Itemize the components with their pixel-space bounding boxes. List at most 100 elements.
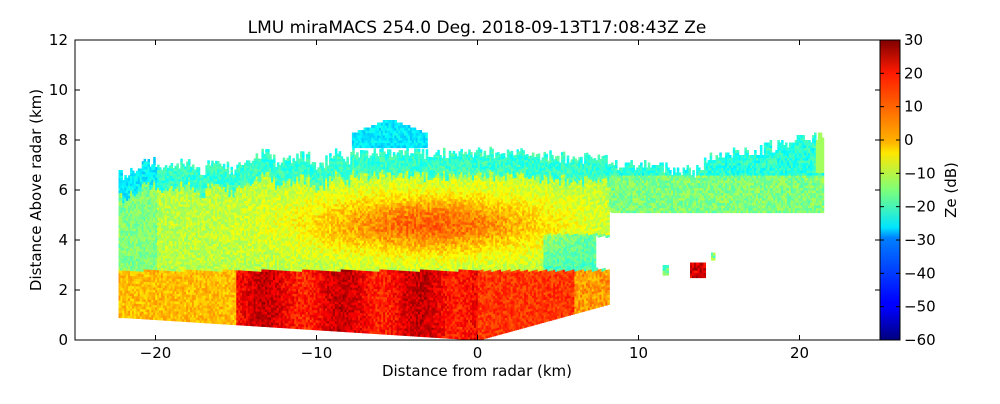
field-cell bbox=[135, 268, 139, 272]
field-cell bbox=[168, 257, 172, 261]
field-cell bbox=[220, 191, 224, 195]
field-cell bbox=[135, 258, 139, 262]
field-cell bbox=[122, 232, 125, 236]
field-cell bbox=[153, 314, 156, 318]
field-cell bbox=[170, 183, 174, 187]
field-cell bbox=[137, 305, 141, 309]
field-cell bbox=[184, 203, 187, 207]
field-cell bbox=[122, 220, 125, 224]
field-cell bbox=[238, 232, 241, 236]
field-cell bbox=[166, 277, 170, 281]
field-cell bbox=[153, 191, 156, 195]
field-cell bbox=[182, 238, 185, 242]
field-cell bbox=[186, 169, 189, 173]
field-cell bbox=[259, 216, 263, 220]
field-cell bbox=[184, 318, 187, 322]
field-cell bbox=[220, 296, 224, 300]
field-cell bbox=[161, 224, 164, 228]
field-cell bbox=[145, 181, 149, 185]
field-cell bbox=[205, 285, 208, 289]
field-cell bbox=[251, 288, 255, 292]
field-cell bbox=[188, 221, 191, 225]
field-cell bbox=[137, 210, 141, 214]
field-cell bbox=[247, 200, 251, 204]
field-cell bbox=[190, 239, 193, 243]
field-cell bbox=[253, 240, 257, 244]
field-cell bbox=[126, 240, 129, 244]
field-cell bbox=[190, 271, 193, 275]
field-cell bbox=[263, 321, 266, 325]
field-cell bbox=[236, 227, 239, 231]
field-cell bbox=[222, 253, 226, 257]
field-cell bbox=[130, 275, 133, 279]
field-cell bbox=[236, 224, 239, 228]
field-cell bbox=[184, 283, 187, 287]
field-cell bbox=[157, 307, 160, 311]
field-cell bbox=[126, 195, 129, 199]
field-cell bbox=[122, 265, 125, 269]
field-cell bbox=[178, 271, 181, 275]
field-cell bbox=[253, 230, 257, 234]
field-cell bbox=[135, 263, 139, 267]
field-cell bbox=[244, 217, 247, 221]
field-cell bbox=[126, 225, 129, 229]
field-cell bbox=[228, 201, 232, 205]
field-cell bbox=[259, 261, 263, 265]
field-cell bbox=[155, 284, 158, 288]
field-cell bbox=[263, 243, 266, 247]
field-cell bbox=[137, 193, 141, 197]
field-cell bbox=[230, 211, 234, 215]
field-cell bbox=[259, 173, 263, 177]
field-cell bbox=[141, 226, 145, 230]
field-cell bbox=[149, 301, 152, 305]
field-cell bbox=[166, 182, 170, 186]
field-cell bbox=[205, 310, 208, 314]
field-cell bbox=[238, 204, 241, 208]
field-cell bbox=[193, 242, 197, 246]
field-cell bbox=[145, 291, 149, 295]
field-cell bbox=[207, 192, 210, 196]
field-cell bbox=[190, 244, 193, 248]
field-cell bbox=[161, 309, 164, 313]
field-cell bbox=[234, 169, 237, 173]
field-cell bbox=[244, 162, 247, 166]
field-cell bbox=[226, 319, 230, 323]
field-cell bbox=[178, 258, 181, 262]
field-cell bbox=[172, 290, 176, 294]
field-cell bbox=[182, 178, 185, 182]
field-cell bbox=[247, 207, 251, 211]
field-cell bbox=[247, 265, 251, 269]
field-cell bbox=[211, 268, 214, 272]
field-cell bbox=[143, 281, 147, 285]
field-cell bbox=[135, 183, 139, 187]
field-cell bbox=[199, 247, 203, 251]
field-cell bbox=[228, 209, 232, 213]
field-cell bbox=[176, 263, 179, 267]
field-cell bbox=[257, 226, 261, 230]
field-cell bbox=[176, 293, 179, 297]
field-cell bbox=[263, 306, 266, 310]
field-cell bbox=[265, 156, 268, 160]
field-cell bbox=[269, 244, 272, 248]
field-cell bbox=[253, 298, 257, 302]
field-cell bbox=[139, 221, 143, 225]
field-cell bbox=[145, 238, 149, 242]
field-cell bbox=[242, 272, 245, 276]
field-cell bbox=[147, 169, 151, 173]
field-cell bbox=[145, 188, 149, 192]
field-cell bbox=[218, 236, 222, 240]
field-cell bbox=[122, 202, 125, 206]
field-cell bbox=[166, 230, 170, 234]
field-cell bbox=[145, 236, 149, 240]
field-cell bbox=[253, 215, 257, 219]
field-cell bbox=[218, 166, 222, 170]
field-cell bbox=[267, 239, 270, 243]
field-cell bbox=[251, 255, 255, 259]
field-cell bbox=[265, 306, 268, 310]
field-cell bbox=[155, 294, 158, 298]
field-cell bbox=[232, 201, 236, 205]
field-cell bbox=[203, 257, 207, 261]
field-cell bbox=[195, 229, 199, 233]
field-cell bbox=[251, 298, 255, 302]
field-cell bbox=[215, 260, 218, 264]
